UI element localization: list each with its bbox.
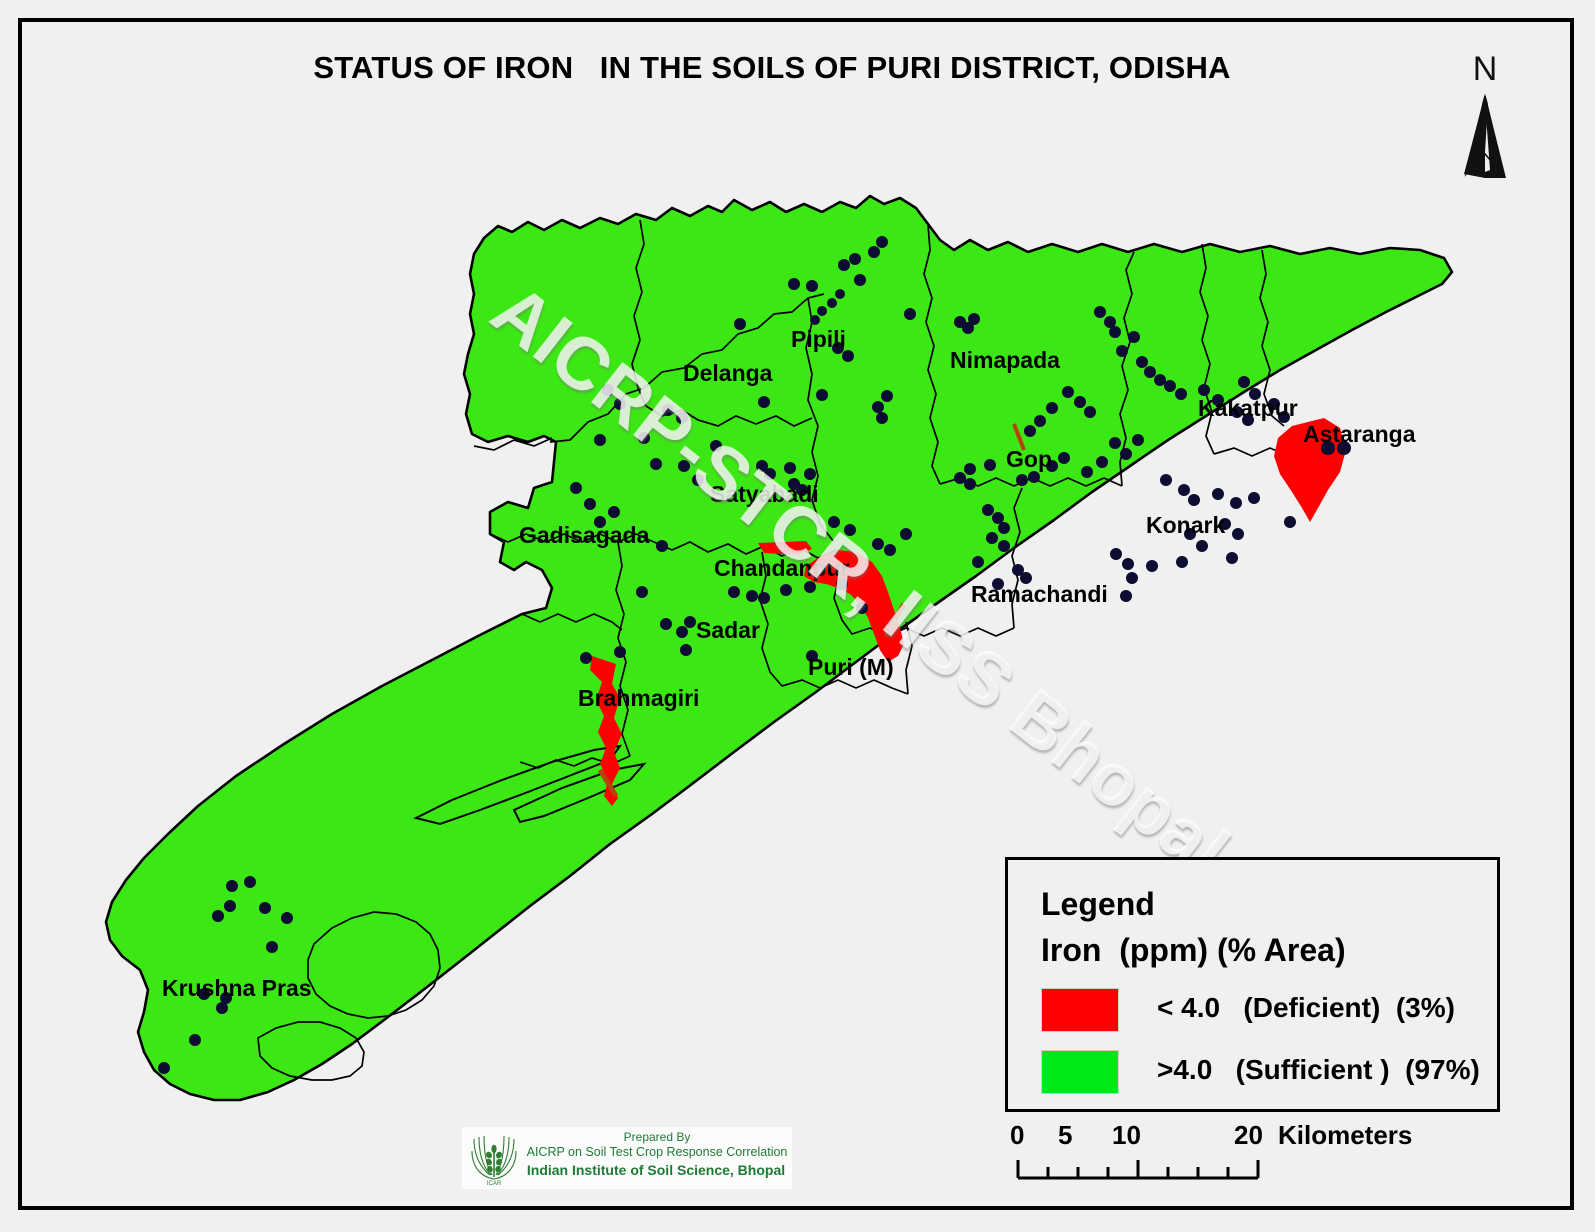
scale-tick-10: 10 — [1112, 1120, 1141, 1150]
page-title: STATUS OF IRON IN THE SOILS OF PURI DIST… — [313, 50, 1231, 85]
svg-text:ICAR: ICAR — [487, 1181, 502, 1187]
lake-sliver-1 — [413, 744, 623, 826]
block-label-nimapada: Nimapada — [950, 347, 1060, 373]
district-area-sufficient — [104, 194, 1454, 1102]
block-label-astaranga: Astaranga — [1303, 421, 1416, 447]
lake-sliver-2 — [512, 762, 647, 824]
block-labels: Pipili Delanga Nimapada Kakatpur Astaran… — [162, 326, 1416, 1001]
deficient-zones — [590, 418, 1346, 806]
block-label-sadar: Sadar — [696, 617, 760, 643]
credit-line-project: AICRP on Soil Test Crop Response Correla… — [526, 1145, 788, 1159]
legend-title: Legend — [1041, 886, 1155, 922]
scale-tick-0: 0 — [1010, 1120, 1025, 1150]
legend-label-sufficient: >4.0 (Sufficient ) (97%) — [1157, 1054, 1480, 1085]
map-graphic: Pipili Delanga Nimapada Kakatpur Astaran… — [104, 194, 1454, 1102]
block-label-ramachandi: Ramachandi — [971, 581, 1108, 607]
sample-points — [158, 236, 1351, 1074]
legend-swatch-deficient — [1041, 988, 1119, 1032]
deficient-puri-tick — [883, 602, 907, 638]
block-label-kakatpur: Kakatpur — [1198, 395, 1298, 421]
legend-swatch-sufficient — [1041, 1050, 1119, 1094]
legend-label-deficient: < 4.0 (Deficient) (3%) — [1157, 992, 1455, 1023]
block-label-konark: Konark — [1146, 512, 1225, 538]
north-arrow: N — [1450, 50, 1520, 180]
block-label-chandanpur: Chandanpur — [714, 555, 849, 581]
credit-line-institute: Indian Institute of Soil Science, Bhopal — [526, 1162, 786, 1178]
block-label-satyabadi: Satyabadi — [710, 481, 819, 507]
scale-unit: Kilometers — [1278, 1120, 1413, 1150]
deficient-chandanpur-streak — [758, 541, 812, 555]
map-frame: STATUS OF IRON IN THE SOILS OF PURI DIST… — [18, 18, 1574, 1210]
credit-line-prepared-by: Prepared By — [623, 1130, 691, 1144]
deficient-gop-tick — [1012, 423, 1026, 451]
credit-box: ICAR Prepared By AICRP on Soil Test Crop… — [462, 1127, 792, 1189]
scale-tick-5: 5 — [1058, 1120, 1073, 1150]
legend-box: Legend Iron (ppm) (% Area) < 4.0 (Defici… — [1005, 857, 1500, 1112]
deficient-brahmagiri — [590, 656, 622, 806]
scale-bar: 0 5 10 20 Kilometers — [1010, 1120, 1413, 1190]
block-label-brahmagiri: Brahmagiri — [578, 685, 699, 711]
deficient-chandanpur — [804, 550, 904, 662]
scale-bar-labels: 0 5 10 20 Kilometers — [1010, 1120, 1413, 1150]
icar-logo: ICAR — [471, 1135, 517, 1187]
block-label-puri-m: Puri (M) — [808, 654, 894, 680]
district-polygon-sufficient — [104, 194, 1454, 1102]
north-label: N — [1472, 50, 1498, 88]
block-label-gop: Gop — [1006, 446, 1052, 472]
block-label-krushna-pras: Krushna Pras — [162, 975, 312, 1001]
scale-bar-ruler — [1016, 1160, 1260, 1180]
scale-tick-20: 20 — [1234, 1120, 1263, 1150]
block-label-pipili: Pipili — [791, 326, 846, 352]
block-label-delanga: Delanga — [683, 360, 773, 386]
block-label-gadisagada: Gadisagada — [519, 522, 650, 548]
north-arrow-icon — [1464, 94, 1506, 178]
deficient-brahmagiri-tick — [597, 768, 619, 798]
legend-subtitle: Iron (ppm) (% Area) — [1041, 932, 1346, 968]
